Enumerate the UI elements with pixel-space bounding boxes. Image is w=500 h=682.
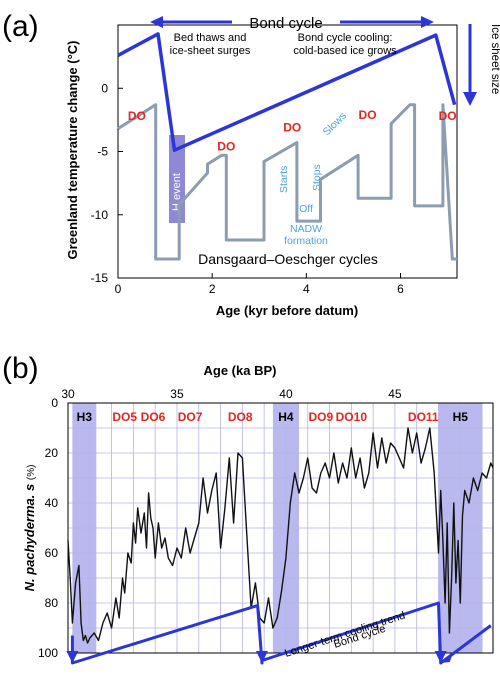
do-label: DO10 — [336, 410, 368, 424]
y-tick-label: 0 — [51, 396, 58, 410]
bond-cycle-line — [117, 32, 457, 152]
y-tick-label: 40 — [45, 496, 59, 510]
bond-cycle-arrowhead-right — [421, 16, 434, 28]
panel-a-label: (a) — [2, 10, 39, 43]
do-label: DO7 — [178, 410, 203, 424]
do-cycles-caption: Dansgaard–Oeschger cycles — [198, 251, 378, 267]
y-tick-label: 100 — [38, 646, 58, 660]
heinrich-labels: H3 H4 H5 — [77, 410, 469, 424]
panel-b-do-labels: DO5 DO6 DO7 DO8 DO9 DO10 DO11 — [112, 410, 439, 424]
bond-cycle-title: Bond cycle — [249, 15, 322, 32]
do-labels: DO DO DO DO DO — [128, 108, 457, 154]
heinrich-label: H4 — [278, 410, 294, 424]
heinrich-label: H3 — [77, 410, 93, 424]
do-label: DO — [283, 120, 301, 134]
bond-cycle-arrowhead — [66, 651, 79, 663]
y-tick-label: -15 — [91, 271, 109, 285]
x-tick-label: 2 — [209, 282, 216, 296]
bed-thaws-note-line1: Bed thaws and — [174, 32, 247, 44]
do-label: DO — [217, 139, 235, 153]
panel-a-ticks: 0 2 4 6 0 -5 -10 -15 — [91, 81, 405, 296]
slows-label: Slows — [321, 110, 349, 138]
starts-label: Starts — [278, 166, 290, 193]
panel-b-grid — [68, 403, 493, 653]
do-label: DO — [128, 109, 146, 123]
off-label: Off — [299, 203, 313, 215]
panel-a: (a) H event 0 2 4 6 0 -5 -10 -15 Bond cycle Bed… — [2, 10, 500, 318]
x-tick-label: 4 — [303, 282, 310, 296]
bond-cycle-arrowhead — [255, 651, 268, 663]
y-tick-label: -10 — [91, 208, 109, 222]
ice-sheet-size-label: Ice sheet size — [489, 24, 500, 94]
panel-a-xlabel: Age (kyr before datum) — [216, 303, 358, 318]
panel-b-xlabel: Age (ka BP) — [204, 363, 277, 378]
panel-a-ylabel: Greenland temperature change (°C) — [65, 40, 80, 259]
cooling-note-line1: Bond cycle cooling: — [298, 32, 393, 44]
x-tick-label: 0 — [115, 282, 122, 296]
n-pachyderma-line — [67, 427, 494, 644]
x-tick-label: 40 — [279, 387, 293, 401]
temperature-line — [117, 103, 457, 261]
heinrich-label: H5 — [453, 410, 469, 424]
y-tick-label: 0 — [101, 81, 108, 95]
do-label: DO9 — [308, 410, 333, 424]
panel-b-ylabel-unit: (%) — [26, 465, 37, 481]
do-label: DO8 — [228, 410, 253, 424]
bond-cycle-arrowhead — [434, 651, 447, 663]
panel-b-ticks: 30 35 40 45 0 20 40 60 80 100 — [38, 387, 402, 660]
x-tick-label: 30 — [61, 387, 75, 401]
x-tick-label: 45 — [388, 387, 402, 401]
nadw-label-line2: formation — [284, 235, 328, 247]
x-tick-label: 6 — [397, 282, 404, 296]
x-tick-label: 35 — [170, 387, 184, 401]
do-label: DO11 — [408, 410, 439, 424]
panel-b-ylabel: N. pachyderma. s (%) — [22, 465, 37, 592]
h-event-label: H event — [171, 173, 183, 211]
nadw-label-line1: NADW — [290, 223, 322, 235]
do-label: DO — [359, 108, 377, 122]
y-tick-label: 80 — [45, 596, 59, 610]
do-label: DO — [439, 109, 457, 123]
y-tick-label: 20 — [45, 446, 59, 460]
bed-thaws-note-line2: ice-sheet surges — [170, 45, 251, 57]
y-tick-label: -5 — [97, 145, 108, 159]
cooling-note-line2: cold-based ice grows — [293, 45, 397, 57]
panel-b-label: (b) — [2, 352, 39, 385]
panel-b-ylabel-name: N. pachyderma. s — [22, 484, 37, 592]
y-tick-label: 60 — [45, 546, 59, 560]
do-label: DO5 — [112, 410, 137, 424]
do-label: DO6 — [141, 410, 166, 424]
bond-cycle-arrowhead — [440, 654, 453, 663]
stops-label: Stops — [311, 164, 323, 191]
ice-sheet-arrowhead — [463, 92, 477, 106]
bond-cycle-arrowhead-left — [150, 16, 163, 28]
